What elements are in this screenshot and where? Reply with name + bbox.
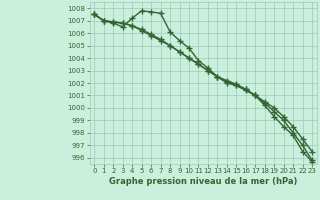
X-axis label: Graphe pression niveau de la mer (hPa): Graphe pression niveau de la mer (hPa): [109, 177, 297, 186]
